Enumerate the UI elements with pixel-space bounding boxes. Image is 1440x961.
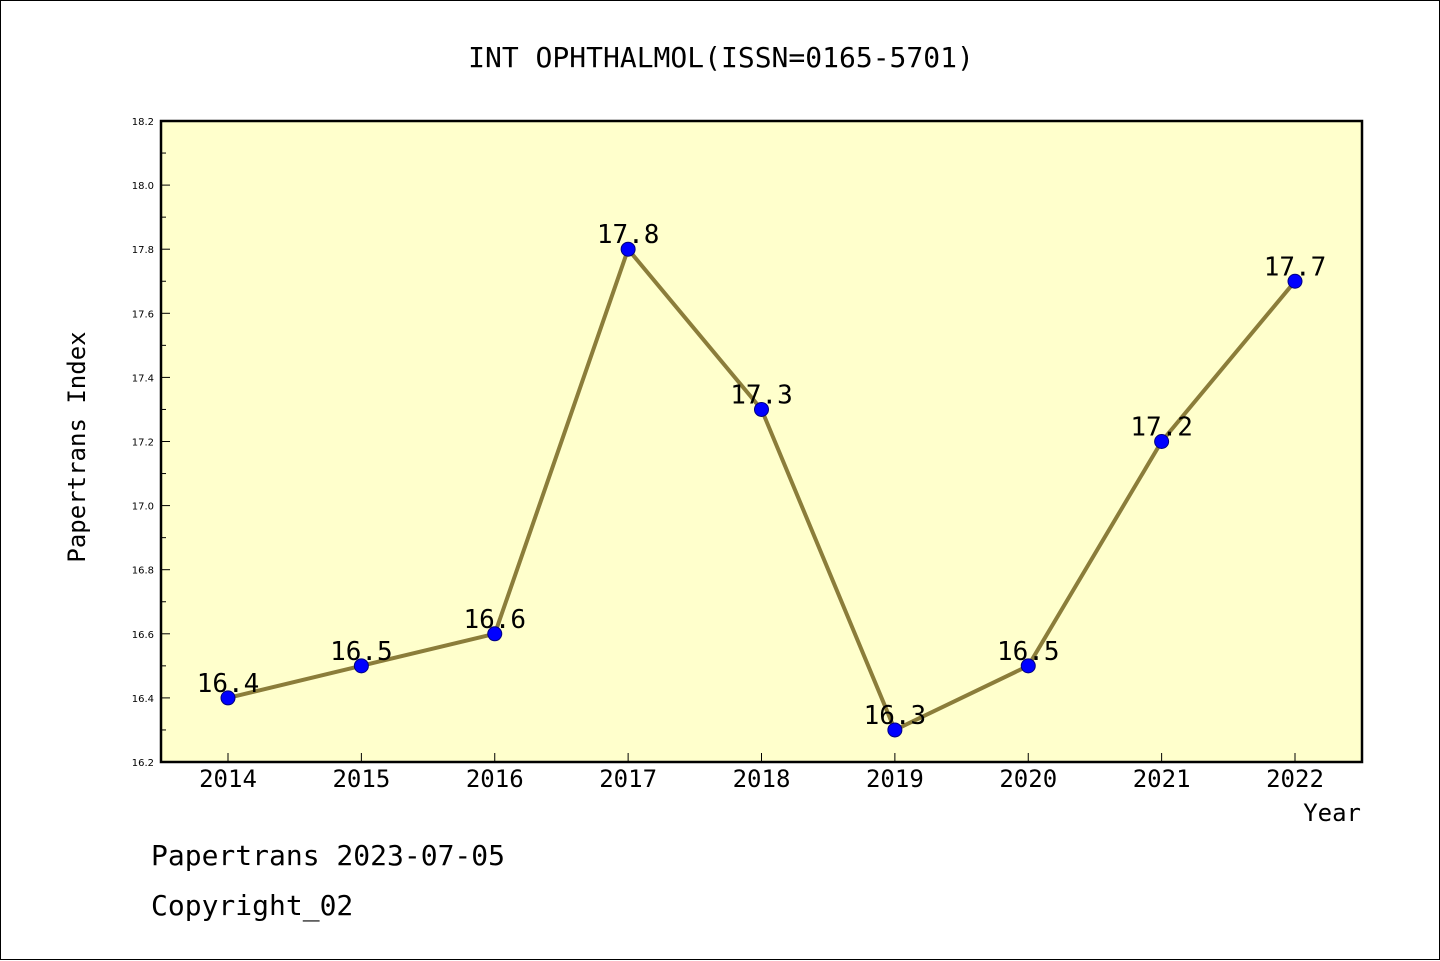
data-point-marker	[353, 658, 369, 674]
data-point-marker	[487, 626, 503, 642]
y-tick-label: 16.8	[132, 566, 154, 577]
marker-group	[220, 241, 1303, 738]
data-label: 16.5	[997, 637, 1060, 667]
footer-copyright: Copyright_02	[151, 889, 353, 923]
data-label: 16.6	[463, 605, 526, 635]
data-label: 17.3	[730, 380, 793, 410]
data-point-marker	[620, 241, 636, 257]
x-tick-label: 2015	[332, 765, 390, 793]
data-point-marker	[1154, 434, 1170, 449]
x-tick-label: 2016	[466, 765, 524, 793]
y-axis: 16.2 16.4 16.6 16.8 17.0 17.2 17.4 17.6 17.8 18.0…	[132, 117, 170, 769]
data-label: 17.8	[597, 220, 660, 250]
y-tick-label: 16.6	[132, 630, 154, 641]
data-point-marker	[887, 722, 903, 738]
y-tick-label: 17.6	[132, 309, 154, 320]
data-label: 17.7	[1264, 252, 1327, 282]
x-tick-label: 2018	[733, 765, 791, 793]
x-axis: 2014 2015 2016 2017 2018 2019 2020 2021 2022	[199, 753, 1324, 793]
y-tick-label: 17.4	[132, 373, 154, 384]
data-point-marker	[1287, 273, 1303, 289]
data-label: 17.2	[1130, 413, 1193, 443]
data-label: 16.3	[864, 701, 927, 731]
x-axis-title: Year	[1303, 799, 1361, 827]
x-tick-label: 2022	[1266, 765, 1324, 793]
y-tick-label: 18.2	[132, 117, 154, 128]
x-tick-label: 2014	[199, 765, 257, 793]
x-tick-label: 2019	[866, 765, 924, 793]
y-tick-label: 17.0	[132, 502, 154, 513]
footer-date: Papertrans 2023-07-05	[151, 839, 505, 872]
data-label: 16.4	[197, 669, 260, 699]
y-tick-label: 17.8	[132, 245, 154, 256]
x-tick-label: 2020	[999, 765, 1057, 793]
data-point-marker	[220, 690, 236, 706]
data-point-marker	[1020, 658, 1036, 674]
x-tick-label: 2017	[599, 765, 657, 793]
data-label: 16.5	[330, 637, 393, 667]
data-label-group: 16.4 16.5 16.6 17.8 17.3 16.3 16.5 17.2 17.7	[197, 220, 1327, 731]
x-tick-label: 2021	[1133, 765, 1191, 793]
y-tick-label: 16.4	[132, 694, 154, 705]
data-point-marker	[754, 401, 769, 417]
chart-title: INT OPHTHALMOL(ISSN=0165-5701)	[468, 41, 974, 74]
y-tick-label: 18.0	[132, 181, 154, 192]
y-tick-label: 16.2	[132, 758, 154, 769]
y-axis-title: Papertrans Index	[63, 331, 91, 562]
y-tick-label: 17.2	[132, 438, 154, 449]
